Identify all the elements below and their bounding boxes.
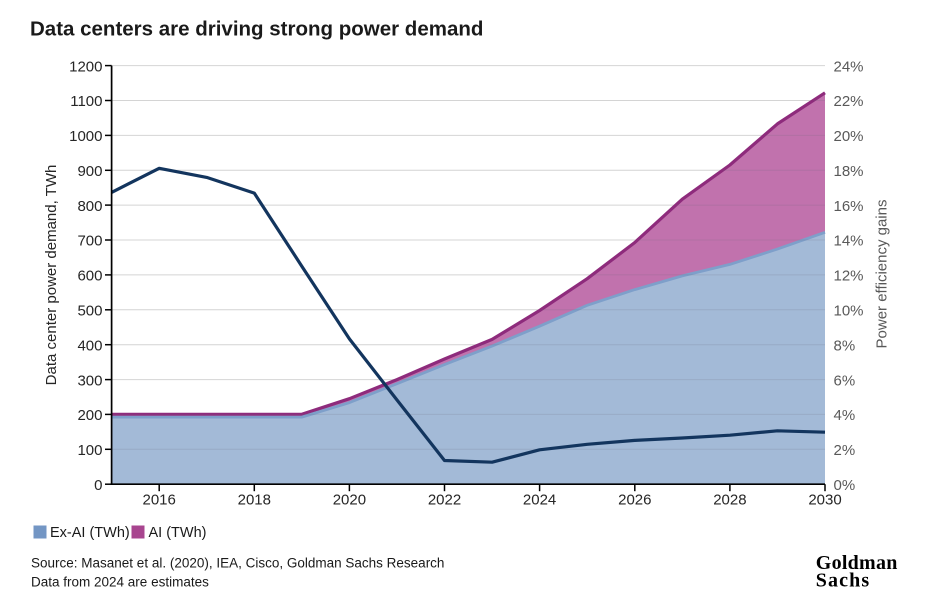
svg-text:700: 700 xyxy=(77,233,102,250)
svg-text:2026: 2026 xyxy=(618,491,651,508)
svg-text:2%: 2% xyxy=(834,442,856,459)
svg-text:10%: 10% xyxy=(834,303,864,320)
svg-text:1100: 1100 xyxy=(70,93,102,110)
svg-text:12%: 12% xyxy=(834,268,864,285)
svg-text:2028: 2028 xyxy=(713,491,746,508)
svg-text:Ex-AI (TWh): Ex-AI (TWh) xyxy=(50,525,130,541)
svg-text:24%: 24% xyxy=(834,58,864,75)
svg-text:22%: 22% xyxy=(834,93,864,110)
svg-text:400: 400 xyxy=(77,337,102,354)
svg-text:200: 200 xyxy=(77,407,102,424)
svg-text:1000: 1000 xyxy=(69,128,102,145)
svg-text:2016: 2016 xyxy=(143,491,176,508)
svg-text:6%: 6% xyxy=(834,372,856,389)
svg-text:0%: 0% xyxy=(834,477,856,494)
svg-text:AI (TWh): AI (TWh) xyxy=(149,525,207,541)
svg-text:16%: 16% xyxy=(834,198,864,215)
svg-text:2022: 2022 xyxy=(428,491,461,508)
svg-text:4%: 4% xyxy=(834,407,856,424)
svg-text:8%: 8% xyxy=(834,337,856,354)
svg-text:18%: 18% xyxy=(834,163,864,180)
svg-text:20%: 20% xyxy=(834,128,864,145)
svg-text:Sachs: Sachs xyxy=(816,569,870,591)
svg-text:Data centers are driving stron: Data centers are driving strong power de… xyxy=(30,18,483,41)
svg-text:800: 800 xyxy=(77,198,102,215)
svg-text:900: 900 xyxy=(77,163,102,180)
svg-text:300: 300 xyxy=(77,372,102,389)
svg-text:Data center power demand, TWh: Data center power demand, TWh xyxy=(43,165,60,386)
svg-text:100: 100 xyxy=(77,442,102,459)
svg-text:2018: 2018 xyxy=(238,491,271,508)
svg-text:Data from 2024 are estimates: Data from 2024 are estimates xyxy=(31,575,209,590)
svg-text:Goldman: Goldman xyxy=(816,552,898,574)
svg-text:2024: 2024 xyxy=(523,491,556,508)
svg-text:0: 0 xyxy=(94,477,102,494)
svg-text:500: 500 xyxy=(77,303,102,320)
svg-text:2020: 2020 xyxy=(333,491,366,508)
svg-text:Power efficiency gains: Power efficiency gains xyxy=(874,200,891,349)
svg-text:2030: 2030 xyxy=(808,491,841,508)
svg-text:Source: Masanet et al. (2020),: Source: Masanet et al. (2020), IEA, Cisc… xyxy=(31,556,444,571)
svg-text:1200: 1200 xyxy=(69,58,102,75)
svg-text:14%: 14% xyxy=(834,233,864,250)
svg-text:600: 600 xyxy=(77,268,102,285)
